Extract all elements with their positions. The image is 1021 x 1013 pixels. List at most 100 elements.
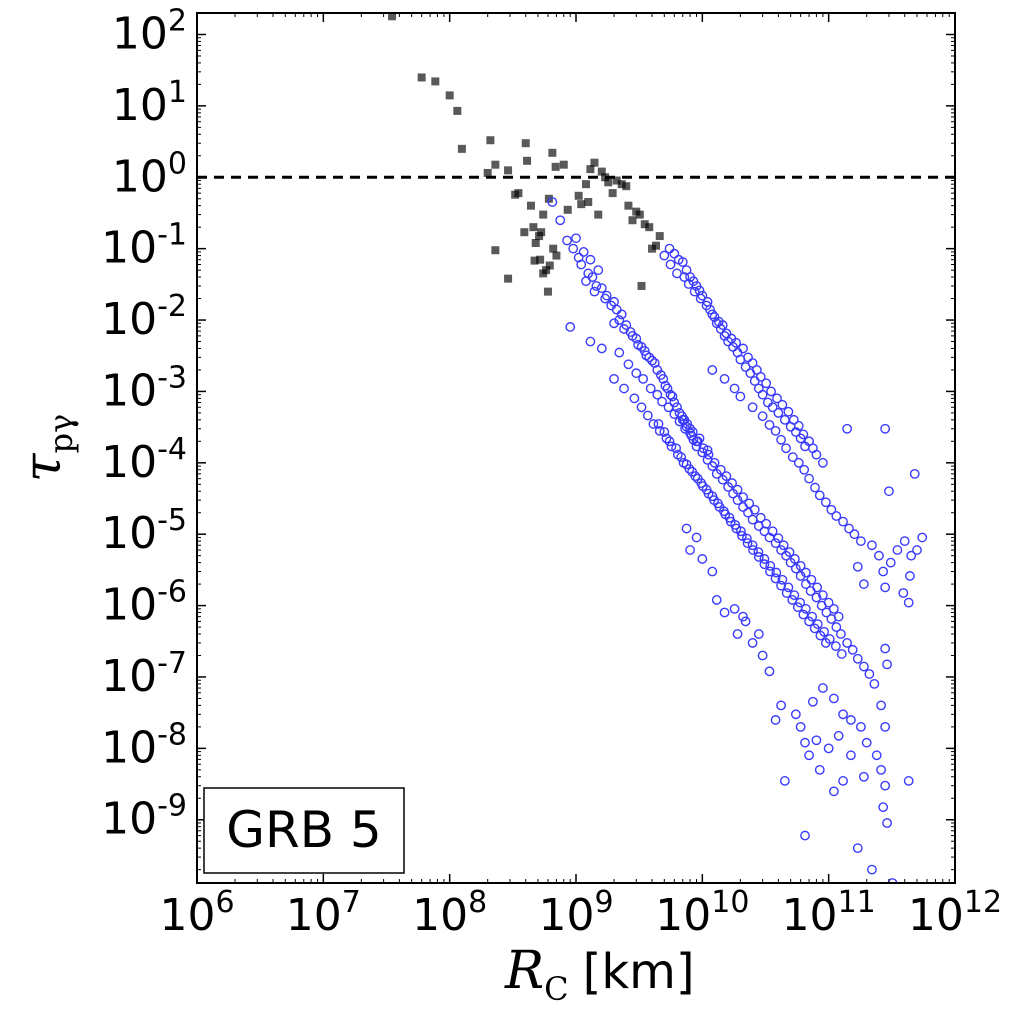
data-point-circle (856, 721, 866, 732)
ticks-layer (196, 12, 956, 883)
data-point-circle (842, 423, 853, 434)
data-point-circle (884, 486, 894, 497)
data-point-circle (759, 554, 770, 564)
data-point-circle (765, 560, 776, 571)
x-tick-label: 109 (538, 885, 613, 941)
data-point-circle (903, 776, 914, 786)
data-point-square (584, 198, 593, 207)
data-point-circle (755, 371, 766, 382)
annotation-box (203, 787, 405, 874)
data-point-circle (781, 443, 791, 454)
data-point-circle (793, 457, 804, 468)
y-tick-label: 102 (112, 3, 187, 59)
data-point-square (604, 178, 613, 187)
data-point-circle (776, 434, 786, 445)
data-point-circle (737, 530, 747, 541)
data-point-circle (565, 322, 576, 332)
x-tick-label: 1011 (782, 885, 876, 941)
data-point-circle (683, 279, 694, 289)
annotation-label: GRB 5 (226, 801, 382, 859)
data-point-circle (836, 629, 846, 639)
x-tick-label: 108 (412, 885, 487, 941)
data-point-circle (593, 265, 604, 276)
data-point-square (486, 136, 495, 145)
data-point-square (537, 228, 546, 237)
data-point-circle (765, 566, 775, 577)
data-point-circle (648, 419, 659, 429)
data-point-circle (828, 603, 839, 614)
data-point-circle (731, 523, 742, 534)
data-point-circle (753, 629, 764, 639)
data-point-circle (861, 737, 872, 748)
data-point-circle (811, 592, 822, 603)
data-point-circle (738, 343, 748, 354)
data-point-circle (846, 750, 856, 761)
data-point-circle (674, 416, 685, 427)
x-tick-label: 106 (159, 885, 234, 941)
data-point-circle (793, 420, 804, 431)
data-point-circle (783, 582, 794, 593)
data-point-circle (909, 468, 920, 479)
data-point-circle (697, 481, 708, 492)
data-point-circle (666, 441, 677, 452)
data-point-circle (547, 197, 558, 207)
data-point-circle (601, 290, 612, 301)
y-tick-label: 100 (112, 146, 187, 202)
data-point-circle (625, 327, 636, 337)
data-point-circle (828, 786, 839, 797)
data-point-circle (715, 464, 726, 475)
data-point-circle (906, 550, 917, 561)
data-point-square (526, 201, 535, 210)
data-point-circle (770, 573, 781, 584)
data-point-circle (652, 389, 663, 400)
data-point-circle (725, 516, 736, 527)
data-point-circle (631, 368, 642, 379)
data-point-circle (871, 750, 882, 761)
y-tick-label: 10-9 (101, 789, 187, 845)
data-point-circle (806, 574, 817, 585)
data-point-circle (836, 649, 847, 659)
x-tick-label: 107 (286, 885, 361, 941)
data-point-circle (882, 818, 892, 828)
x-axis-label-symbol: R (504, 941, 544, 1001)
data-point-square (504, 274, 513, 283)
data-point-square (586, 165, 595, 174)
data-point-circle (833, 730, 844, 741)
data-point-circle (878, 802, 889, 813)
data-point-circle (729, 603, 740, 614)
data-point-circle (838, 776, 848, 786)
data-point-circle (629, 393, 640, 404)
data-point-circle (681, 459, 692, 470)
data-point-square (590, 158, 599, 167)
data-point-circle (826, 504, 837, 515)
data-point-circle (659, 250, 670, 261)
data-point-circle (817, 457, 828, 468)
data-point-circle (880, 643, 891, 654)
data-point-circle (880, 780, 891, 791)
data-point-circle (771, 567, 782, 578)
data-point-circle (611, 304, 622, 315)
data-point-circle (800, 737, 810, 748)
data-point-circle (732, 495, 743, 506)
data-point-square (536, 255, 545, 264)
data-point-circle (757, 411, 768, 422)
data-point-circle (707, 566, 718, 577)
data-point-circle (667, 391, 678, 402)
data-point-square (530, 256, 539, 265)
data-point-circle (609, 318, 619, 329)
data-point-circle (858, 771, 869, 782)
data-point-circle (792, 602, 803, 613)
data-point-circle (664, 436, 675, 447)
data-point-circle (800, 567, 811, 578)
data-point-circle (707, 365, 718, 375)
data-point-circle (778, 540, 789, 551)
y-tick-label: 10-6 (101, 575, 187, 631)
data-point-circle (820, 638, 831, 648)
data-point-square (545, 261, 554, 270)
y-tick-label: 10-5 (101, 503, 187, 559)
y-tick-label: 10-3 (101, 360, 187, 416)
y-axis-label-symbol: τ (13, 452, 73, 482)
tick-labels-layer: 106 107 108 109 1010 1011 1012 102 101 100 10-1 10-… (101, 3, 1002, 941)
data-point-circle (753, 552, 764, 562)
data-point-square (652, 241, 661, 250)
